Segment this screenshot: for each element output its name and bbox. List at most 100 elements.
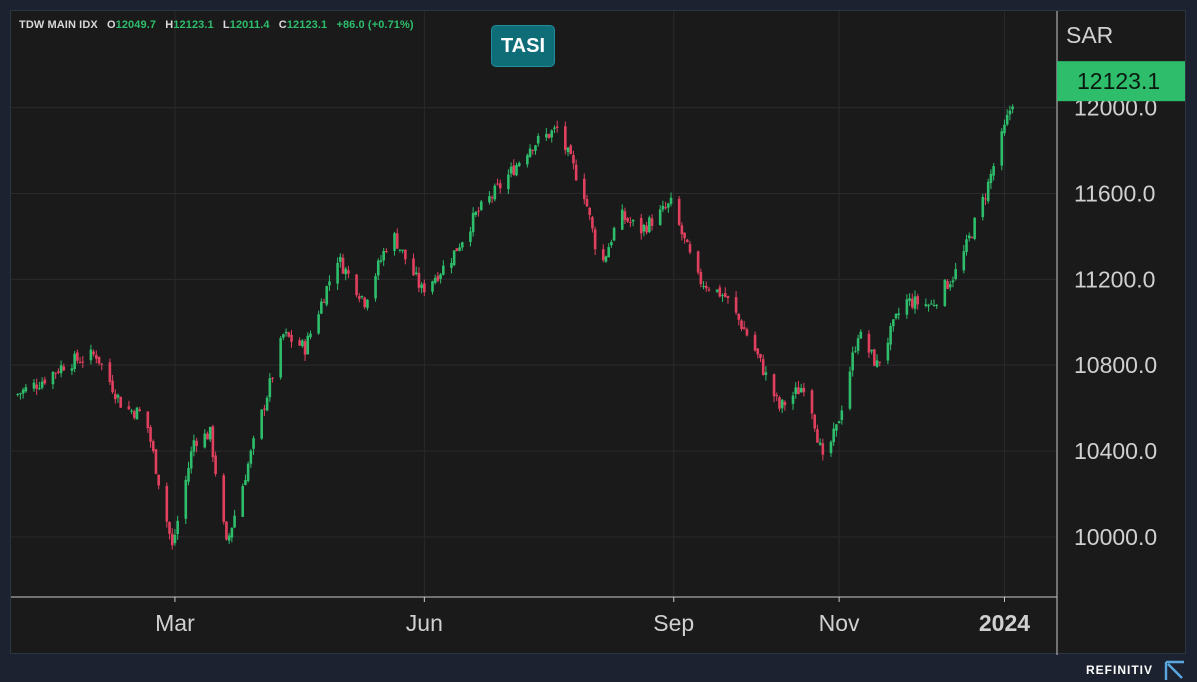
candle-body (423, 283, 426, 293)
candle (848, 366, 852, 411)
candle-body (802, 387, 806, 393)
candle-body (778, 397, 781, 409)
change-value: +86.0 (+0.71%) (336, 19, 414, 31)
candle (92, 349, 95, 357)
candle (455, 248, 459, 252)
candle (629, 216, 632, 228)
candle (943, 279, 947, 307)
candle-body (986, 181, 990, 202)
candle-body (227, 535, 231, 541)
candle-body (772, 374, 776, 397)
candle-body (962, 251, 966, 271)
candle (450, 258, 453, 274)
candle-body (339, 256, 342, 262)
candle (924, 298, 928, 308)
candle (431, 280, 434, 295)
candle (249, 449, 253, 468)
candle-body (658, 209, 662, 225)
candle-body (401, 249, 404, 251)
candle (127, 400, 131, 411)
candle-body (1000, 131, 1004, 166)
candle-body (645, 225, 648, 233)
candle-body (414, 272, 418, 275)
candle-body (357, 296, 361, 299)
candle (477, 206, 480, 217)
candle (173, 529, 177, 546)
candle-body (360, 296, 364, 298)
candle (339, 253, 342, 268)
candle-body (873, 349, 876, 366)
candle-body (151, 441, 155, 451)
last-price-tag: 12123.1 (1057, 61, 1185, 102)
candle (913, 290, 917, 314)
candle (981, 193, 985, 221)
candle-body (460, 242, 464, 248)
x-tick-label: Mar (155, 610, 195, 636)
candle-body (395, 233, 399, 249)
candle (856, 334, 860, 355)
low-value: 12011.4 (229, 19, 270, 31)
candle-body (89, 349, 93, 361)
candle-body (886, 342, 890, 361)
candle (225, 521, 228, 541)
candle (661, 200, 665, 213)
candle-body (393, 233, 396, 251)
candle (908, 293, 911, 306)
candle-body (946, 281, 949, 289)
candle (973, 217, 976, 241)
candle-body (62, 366, 66, 371)
candle-body (837, 421, 841, 424)
candle (488, 191, 491, 205)
candle (840, 405, 844, 425)
candle (550, 129, 554, 143)
candle-body (208, 426, 212, 440)
candle-body (569, 145, 573, 155)
candle (398, 249, 402, 253)
candle (24, 383, 28, 393)
candle (610, 239, 613, 248)
candle-body (726, 296, 730, 299)
candle-body (626, 218, 629, 222)
candle (21, 387, 25, 399)
candle-body (821, 443, 825, 455)
candle (545, 128, 548, 141)
candle-body (263, 408, 266, 410)
candle-body (742, 327, 746, 330)
candle-body (1008, 110, 1012, 115)
candle-body (623, 211, 627, 220)
candle (631, 219, 635, 227)
candle-body (170, 533, 174, 546)
candle (526, 153, 529, 168)
candle-body (965, 239, 968, 253)
candle (591, 215, 594, 233)
candle (783, 400, 787, 411)
candle-body (469, 231, 472, 242)
candle (328, 275, 331, 292)
candle (423, 279, 426, 297)
candle-body (493, 185, 497, 200)
candle-body (859, 331, 863, 339)
candle-body (534, 145, 537, 151)
candle-body (737, 313, 741, 320)
candle (385, 248, 388, 254)
candle-body (612, 227, 616, 241)
candle-body (412, 258, 415, 276)
y-tick-label: 10800.0 (1074, 352, 1157, 378)
candlestick-chart[interactable]: SAR 10000.0 10400.0 10800.0 11200.0 11600.0 1… (11, 11, 1187, 655)
candle (916, 293, 920, 310)
candle (683, 232, 686, 244)
candle-body (620, 209, 624, 230)
candle (135, 406, 139, 420)
candle (317, 310, 320, 335)
candle-body (19, 393, 22, 395)
candle (154, 448, 158, 475)
candle (512, 159, 516, 176)
candle-body (301, 340, 304, 347)
candle-body (132, 411, 136, 418)
candle (531, 149, 535, 155)
candle (664, 201, 667, 210)
candle-body (642, 224, 646, 232)
candle (574, 159, 578, 182)
candle (62, 363, 66, 372)
candle (696, 250, 700, 275)
